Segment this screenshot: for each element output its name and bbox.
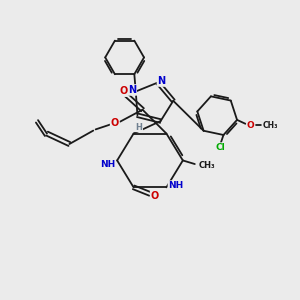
Text: NH: NH	[100, 160, 115, 169]
Text: CH₃: CH₃	[198, 161, 215, 170]
Text: N: N	[128, 85, 136, 95]
Text: CH₃: CH₃	[262, 121, 278, 130]
Text: H: H	[136, 122, 142, 131]
Text: O: O	[151, 191, 159, 201]
Text: N: N	[158, 76, 166, 86]
Text: Cl: Cl	[216, 143, 225, 152]
Text: NH: NH	[168, 181, 184, 190]
Text: O: O	[119, 86, 127, 96]
Text: O: O	[111, 118, 119, 128]
Text: O: O	[247, 121, 255, 130]
